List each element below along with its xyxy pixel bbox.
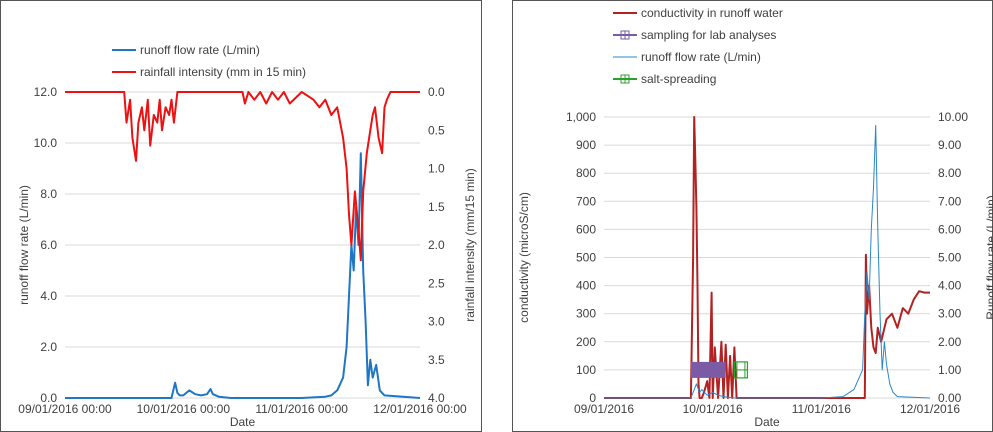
x-tick-label: 10/01/2016 00:00 bbox=[137, 402, 231, 416]
legend-label-runoff-flow-rate-l-min: runoff flow rate (L/min) bbox=[140, 43, 260, 57]
x-tick-label: 11/01/2016 bbox=[792, 402, 851, 416]
y2-tick-label: 4.00 bbox=[938, 279, 962, 293]
y-tick-label: 200 bbox=[576, 335, 596, 349]
y-tick-label: 0.0 bbox=[40, 391, 57, 405]
series-sampling-for-lab-analyses-bar bbox=[690, 361, 726, 378]
left-chart: 0.0 2.0 4.0 6.0 8.0 10.0 12.0 0.0 0.5 1.0 1.5 2.0 2.… bbox=[0, 0, 482, 432]
x-tick-label: 12/01/2016 00:00 bbox=[373, 402, 467, 416]
y2-tick-label: 1.0 bbox=[428, 162, 445, 176]
y2-tick-label: 2.0 bbox=[428, 238, 445, 252]
legend-label-runoff-flow-rate-l-min: runoff flow rate (L/min) bbox=[641, 50, 761, 64]
y2-tick-label: 9.00 bbox=[938, 138, 962, 152]
series-rainfall-intensity-mm-in-15-min bbox=[65, 91, 420, 262]
legend-label-rainfall-intensity-mm-in-15-min: rainfall intensity (mm in 15 min) bbox=[140, 65, 306, 79]
y-tick-label: 10.0 bbox=[34, 136, 58, 150]
series-runoff-flow-rate-l-min bbox=[65, 152, 421, 399]
y-axis-title: conductivity (microS/cm) bbox=[517, 192, 531, 323]
y2-tick-label: 4.0 bbox=[428, 391, 445, 405]
y-tick-label: 0 bbox=[589, 391, 596, 405]
y-tick-label: 1,000 bbox=[566, 110, 596, 124]
y-tick-label: 800 bbox=[576, 166, 596, 180]
y2-axis-title: Runoff flow rate (L/min) bbox=[984, 195, 993, 320]
x-axis-title: Date bbox=[230, 415, 256, 429]
right-chart-panel: 0 100 200 300 400 500 600 700 800 900 1,000 0.00 1.0… bbox=[512, 0, 993, 432]
y2-tick-label: 3.0 bbox=[428, 315, 445, 329]
y2-tick-label: 1.5 bbox=[428, 200, 445, 214]
y2-tick-label: 3.00 bbox=[938, 307, 962, 321]
y-tick-label: 700 bbox=[576, 194, 596, 208]
y-tick-label: 300 bbox=[576, 307, 596, 321]
y2-tick-label: 0.00 bbox=[938, 391, 962, 405]
series-runoff-flow-rate-l-min bbox=[604, 124, 931, 399]
y2-tick-label: 10.00 bbox=[938, 110, 968, 124]
y2-tick-label: 1.00 bbox=[938, 363, 962, 377]
y-tick-label: 100 bbox=[576, 363, 596, 377]
x-tick-label: 11/01/2016 00:00 bbox=[255, 402, 348, 416]
y2-tick-label: 0.0 bbox=[428, 85, 445, 99]
y-tick-label: 6.0 bbox=[40, 238, 57, 252]
y-tick-label: 2.0 bbox=[40, 340, 57, 354]
right-chart: 0 100 200 300 400 500 600 700 800 900 1,000 0.00 1.0… bbox=[512, 0, 993, 432]
y2-tick-label: 5.00 bbox=[938, 251, 962, 265]
x-tick-label: 10/01/2016 bbox=[683, 402, 743, 416]
y-tick-label: 900 bbox=[576, 138, 596, 152]
y2-tick-label: 3.5 bbox=[428, 353, 445, 367]
y2-tick-label: 7.00 bbox=[938, 194, 962, 208]
legend-label-salt-spreading: salt-spreading bbox=[641, 72, 716, 86]
y2-tick-label: 8.00 bbox=[938, 166, 962, 180]
y2-axis-title: rainfall intensity (mm/15 min) bbox=[463, 168, 477, 321]
y-tick-label: 8.0 bbox=[40, 187, 57, 201]
left-chart-panel: 0.0 2.0 4.0 6.0 8.0 10.0 12.0 0.0 0.5 1.0 1.5 2.0 2.… bbox=[0, 0, 482, 432]
y2-tick-label: 2.5 bbox=[428, 276, 445, 290]
x-tick-label: 12/01/2016 bbox=[900, 402, 960, 416]
y2-tick-label: 6.00 bbox=[938, 222, 962, 236]
x-tick-label: 09/01/2016 00:00 bbox=[18, 402, 112, 416]
y2-tick-label: 2.00 bbox=[938, 335, 962, 349]
y-tick-label: 400 bbox=[576, 279, 596, 293]
x-axis-title: Date bbox=[754, 415, 780, 429]
y-axis-title: runoff flow rate (L/min) bbox=[17, 185, 31, 305]
y-tick-label: 12.0 bbox=[34, 85, 58, 99]
y-tick-label: 500 bbox=[576, 251, 596, 265]
x-tick-label: 09/01/2016 bbox=[574, 402, 634, 416]
y-tick-label: 600 bbox=[576, 222, 596, 236]
legend-label-sampling-for-lab-analyses: sampling for lab analyses bbox=[641, 28, 776, 42]
y2-tick-label: 0.5 bbox=[428, 123, 445, 137]
legend-label-conductivity-in-runoff-water: conductivity in runoff water bbox=[641, 6, 783, 20]
y-tick-label: 4.0 bbox=[40, 289, 57, 303]
